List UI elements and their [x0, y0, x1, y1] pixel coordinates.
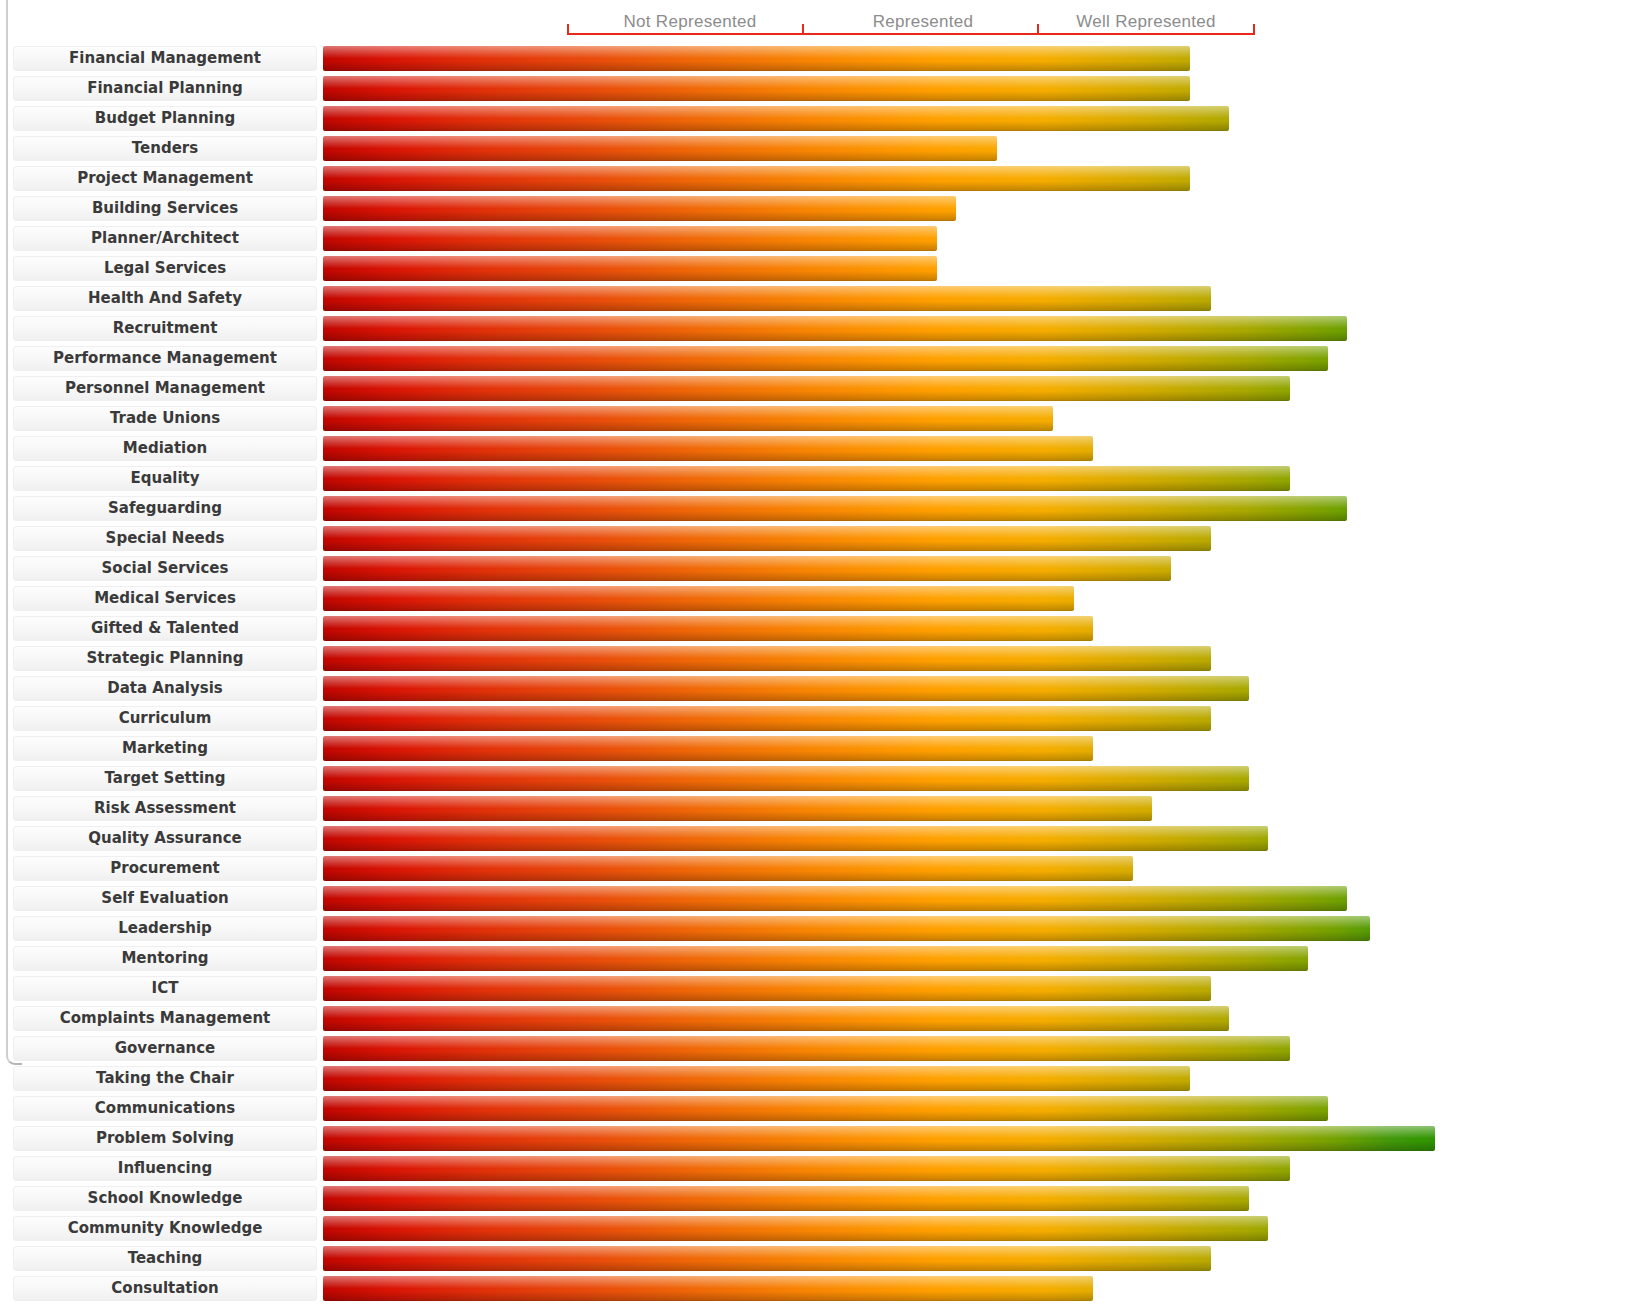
zone-label-well-represented: Well Represented — [1076, 12, 1216, 32]
skill-label: Strategic Planning — [13, 646, 317, 671]
skill-bar — [323, 226, 937, 251]
skill-label: Personnel Management — [13, 376, 317, 401]
skill-label: Financial Management — [13, 46, 317, 71]
skill-bar — [323, 766, 1249, 791]
skill-bar — [323, 136, 997, 161]
skill-bar — [323, 826, 1268, 851]
skills-representation-chart: Not Represented Represented Well Represe… — [0, 0, 1645, 1310]
skill-bar — [323, 1126, 1435, 1151]
skill-label: Legal Services — [13, 256, 317, 281]
skill-bar — [323, 106, 1229, 131]
zone-label-represented: Represented — [873, 12, 974, 32]
skill-label: Project Management — [13, 166, 317, 191]
skill-bar — [323, 286, 1211, 311]
skill-bar — [323, 526, 1211, 551]
skill-bar — [323, 196, 956, 221]
axis-tick — [567, 24, 569, 33]
skill-bar — [323, 256, 937, 281]
skill-label: Influencing — [13, 1156, 317, 1181]
skill-label: Special Needs — [13, 526, 317, 551]
skill-bar — [323, 1246, 1211, 1271]
skill-label: Building Services — [13, 196, 317, 221]
skill-bar — [323, 736, 1093, 761]
skill-bar — [323, 1216, 1268, 1241]
skill-bar — [323, 1006, 1229, 1031]
skill-label: Marketing — [13, 736, 317, 761]
skill-bar — [323, 346, 1328, 371]
skill-label: Mentoring — [13, 946, 317, 971]
skill-bar — [323, 1186, 1249, 1211]
skill-bar — [323, 376, 1290, 401]
skill-label: Planner/Architect — [13, 226, 317, 251]
skill-bar — [323, 496, 1347, 521]
skill-bar — [323, 406, 1053, 431]
skill-label: Quality Assurance — [13, 826, 317, 851]
skill-bar — [323, 1276, 1093, 1301]
skill-bar — [323, 916, 1370, 941]
skill-bar — [323, 166, 1190, 191]
skill-label: Problem Solving — [13, 1126, 317, 1151]
skill-bar — [323, 1036, 1290, 1061]
axis-tick — [1037, 24, 1039, 33]
axis-tick — [1253, 24, 1255, 33]
skill-label: Budget Planning — [13, 106, 317, 131]
skill-bar — [323, 976, 1211, 1001]
axis-tick — [802, 24, 804, 33]
skill-label: Curriculum — [13, 706, 317, 731]
skill-label: Recruitment — [13, 316, 317, 341]
skill-label: Social Services — [13, 556, 317, 581]
skill-label: Risk Assessment — [13, 796, 317, 821]
skill-label: Equality — [13, 466, 317, 491]
skill-label: Self Evaluation — [13, 886, 317, 911]
skill-bar — [323, 676, 1249, 701]
skill-bar — [323, 466, 1290, 491]
skill-label: Teaching — [13, 1246, 317, 1271]
skill-bar — [323, 946, 1308, 971]
skill-bar — [323, 706, 1211, 731]
skill-bar — [323, 886, 1347, 911]
skill-label: Communications — [13, 1096, 317, 1121]
skill-label: Safeguarding — [13, 496, 317, 521]
skill-bar — [323, 1156, 1290, 1181]
skill-label: Performance Management — [13, 346, 317, 371]
axis-line — [567, 33, 1255, 35]
zone-label-not-represented: Not Represented — [623, 12, 756, 32]
skill-bar — [323, 646, 1211, 671]
skill-bar — [323, 1066, 1190, 1091]
skill-label: Governance — [13, 1036, 317, 1061]
skill-bar — [323, 856, 1133, 881]
skill-label: Complaints Management — [13, 1006, 317, 1031]
skill-label: Tenders — [13, 136, 317, 161]
skill-bar — [323, 76, 1190, 101]
skill-label: Taking the Chair — [13, 1066, 317, 1091]
skill-label: Target Setting — [13, 766, 317, 791]
skill-label: Leadership — [13, 916, 317, 941]
skill-bar — [323, 316, 1347, 341]
skill-label: ICT — [13, 976, 317, 1001]
skill-bar — [323, 796, 1152, 821]
skill-label: Community Knowledge — [13, 1216, 317, 1241]
skill-label: Data Analysis — [13, 676, 317, 701]
skill-bar — [323, 46, 1190, 71]
skill-label: Medical Services — [13, 586, 317, 611]
skill-label: School Knowledge — [13, 1186, 317, 1211]
skill-bar — [323, 616, 1093, 641]
skill-label: Consultation — [13, 1276, 317, 1301]
skill-label: Procurement — [13, 856, 317, 881]
skill-label: Trade Unions — [13, 406, 317, 431]
skill-label: Gifted & Talented — [13, 616, 317, 641]
skill-label: Health And Safety — [13, 286, 317, 311]
skill-bar — [323, 436, 1093, 461]
skill-bar — [323, 556, 1171, 581]
skill-label: Mediation — [13, 436, 317, 461]
skill-label: Financial Planning — [13, 76, 317, 101]
skill-bar — [323, 1096, 1328, 1121]
skill-bar — [323, 586, 1074, 611]
